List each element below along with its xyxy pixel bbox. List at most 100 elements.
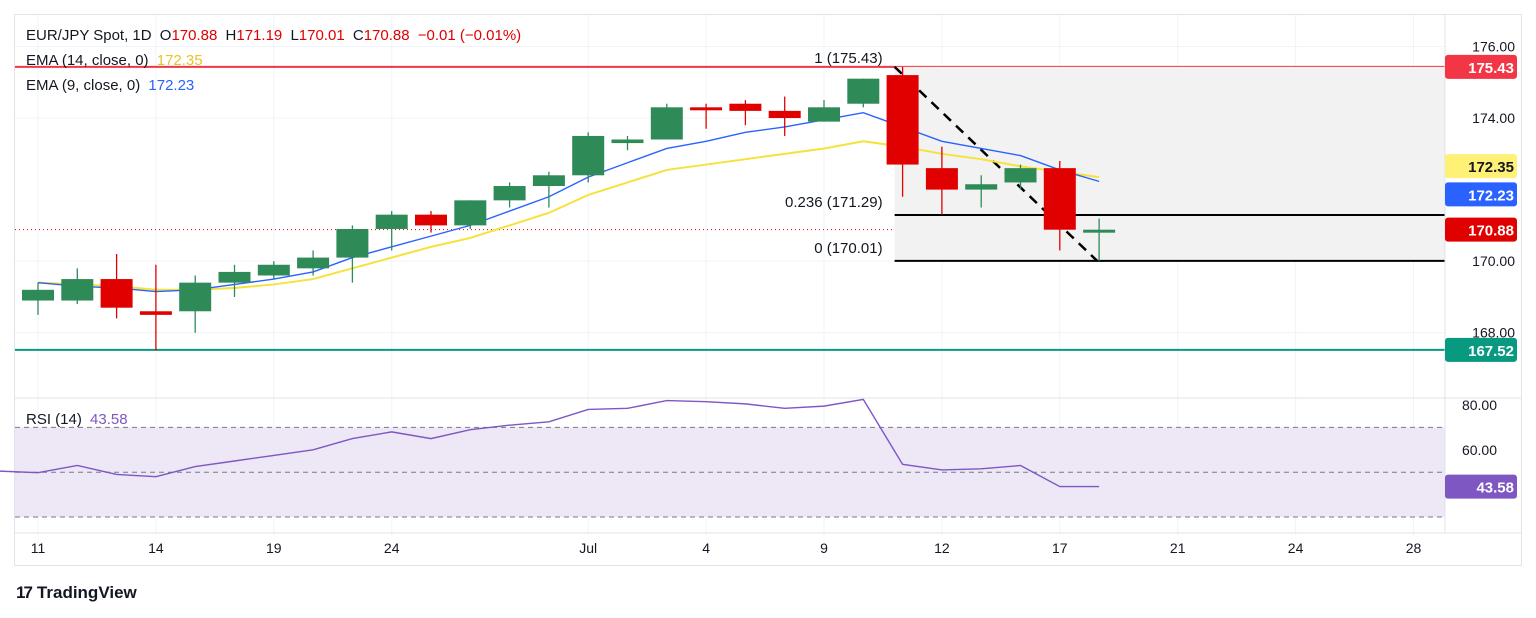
- fib-trend-line: [893, 65, 1098, 262]
- o-label: O: [159, 27, 172, 44]
- legend-change: −0.01 (−0.01%): [417, 27, 522, 44]
- rsi-pane: [0, 398, 1445, 518]
- candle-body: [1004, 168, 1037, 183]
- candle-body: [532, 175, 565, 187]
- x-tick-label: 14: [148, 540, 164, 556]
- tradingview-logo-icon: 17: [16, 583, 33, 602]
- candle-body: [1083, 229, 1116, 233]
- candle-body: [61, 279, 94, 301]
- candle-body: [1043, 168, 1076, 230]
- x-tick-label: 19: [266, 540, 282, 556]
- ema9-label: EMA (9, close, 0): [26, 77, 141, 94]
- x-tick-label: 9: [820, 540, 828, 556]
- candle-body: [965, 184, 998, 190]
- rsi-value: 43.58: [90, 411, 128, 428]
- legend-c: C170.88: [353, 27, 410, 44]
- legend-h: H171.19: [226, 27, 283, 44]
- fib-level-label: 1 (175.43): [814, 50, 882, 67]
- legend-ema9: EMA (9, close, 0) 172.23: [26, 77, 198, 94]
- fib-level-label: 0.236 (171.29): [785, 194, 883, 211]
- price-label-text: 175.43: [1468, 60, 1514, 77]
- candle-body: [257, 264, 290, 276]
- ema9-line: [37, 111, 1100, 293]
- price-label-text: 170.88: [1468, 223, 1514, 240]
- x-tick-label: 28: [1406, 540, 1422, 556]
- rsi-line: [0, 398, 1100, 488]
- rsi-value-text: 43.58: [1476, 480, 1514, 497]
- ema9-value: 172.23: [148, 77, 195, 94]
- ema-lines: [37, 111, 1100, 293]
- y-tick-label: 174.00: [1472, 110, 1515, 126]
- candles[interactable]: [22, 66, 1116, 351]
- x-tick-label: 17: [1052, 540, 1068, 556]
- candle-body: [768, 110, 801, 119]
- legend-ohlc: EUR/JPY Spot, 1D O170.88 H171.19 L170.01…: [26, 27, 525, 44]
- candle-body: [729, 103, 762, 111]
- rsi-value-badge: [1445, 474, 1517, 499]
- x-tick-label: 21: [1170, 540, 1186, 556]
- o-value: 170.88: [171, 27, 218, 44]
- legend-rsi: RSI (14) 43.58: [26, 411, 132, 428]
- candle-body: [218, 271, 251, 283]
- candle-body: [336, 228, 369, 258]
- y-tick-label: 168.00: [1472, 325, 1515, 341]
- candle-body: [611, 139, 644, 144]
- ema14-value: 172.35: [156, 52, 203, 69]
- candle-body: [493, 186, 526, 201]
- price-label-badge: [1445, 217, 1517, 242]
- price-label-badge: [1445, 337, 1517, 362]
- candle-body: [808, 107, 840, 122]
- l-label: L: [290, 27, 299, 44]
- ema14-label: EMA (14, close, 0): [26, 52, 149, 69]
- rsi-y-tick-label: 60.00: [1462, 442, 1497, 458]
- candle-body: [572, 135, 605, 176]
- legend-ema14: EMA (14, close, 0) 172.35: [26, 52, 207, 69]
- y-tick-label: 170.00: [1472, 253, 1515, 269]
- price-labels: 175.43 172.35 172.23 170.88 167.52 43.58: [1445, 54, 1517, 499]
- candle-body: [22, 289, 54, 301]
- fib-level-label: 0 (170.01): [814, 240, 882, 257]
- candle-body: [297, 257, 330, 269]
- rsi-y-tick-label: 80.00: [1462, 397, 1497, 413]
- x-tick-label: 4: [702, 540, 710, 556]
- price-label-text: 167.52: [1468, 343, 1514, 360]
- x-tick-label: 24: [384, 540, 400, 556]
- candle-body: [886, 75, 919, 165]
- candle-body: [847, 78, 880, 104]
- candle-body: [100, 279, 133, 308]
- candle-body: [375, 214, 408, 229]
- price-label-badge: [1445, 182, 1517, 207]
- legend-o: O170.88: [160, 27, 218, 44]
- candle-body: [650, 107, 683, 140]
- price-label-badge: [1445, 54, 1517, 79]
- c-label: C: [352, 27, 364, 44]
- rsi-label: RSI (14): [26, 411, 82, 428]
- candle-body: [415, 214, 447, 226]
- price-label-text: 172.35: [1468, 159, 1514, 176]
- candle-body: [690, 107, 723, 111]
- h-value: 171.19: [236, 27, 283, 44]
- price-label-text: 172.23: [1468, 187, 1514, 204]
- l-value: 170.01: [298, 27, 345, 44]
- candle-body: [179, 282, 212, 312]
- x-tick-label: 12: [934, 540, 950, 556]
- y-tick-label: 176.00: [1472, 38, 1515, 54]
- ema14-line: [37, 140, 1100, 291]
- chart-frame: [14, 14, 1522, 566]
- x-tick-label: 24: [1288, 540, 1304, 556]
- fib-retracement[interactable]: 1 (175.43) 0.236 (171.29) 0 (170.01): [785, 50, 1445, 262]
- c-value: 170.88: [363, 27, 410, 44]
- x-tick-label: Jul: [579, 540, 597, 556]
- candle-body: [139, 311, 172, 315]
- candle-body: [925, 168, 958, 190]
- price-label-badge: [1445, 154, 1517, 179]
- tradingview-brand: TradingView: [36, 583, 137, 602]
- h-label: H: [225, 27, 237, 44]
- legend-symbol: EUR/JPY Spot, 1D: [26, 27, 152, 44]
- fib-zone: [894, 66, 1445, 261]
- axes: 11 14 19 24 Jul 4 9 12 17 21 24 28 168.00 170.00 174.0…: [15, 15, 1521, 556]
- tradingview-logo[interactable]: 17 TradingView: [16, 583, 137, 603]
- candle-body: [454, 200, 487, 226]
- x-tick-label: 11: [31, 540, 46, 556]
